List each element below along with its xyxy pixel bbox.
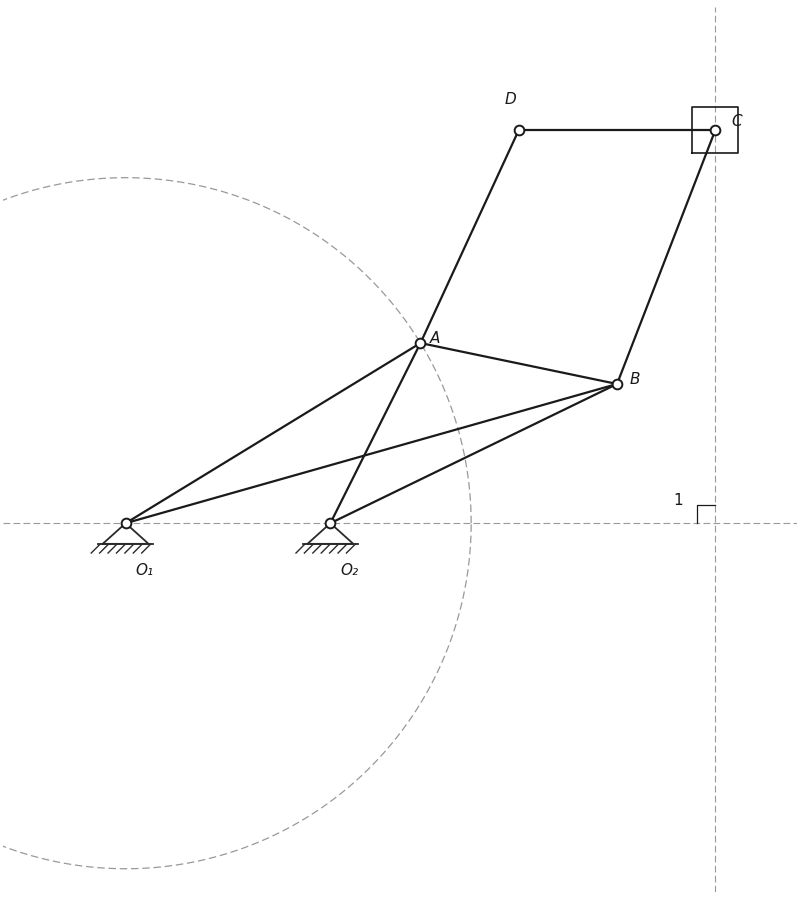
Text: O₁: O₁ [135, 563, 154, 577]
Text: D: D [505, 93, 517, 107]
Text: 1: 1 [674, 493, 683, 508]
Text: A: A [430, 332, 441, 346]
Text: O₂: O₂ [340, 563, 358, 577]
Text: C: C [732, 114, 742, 129]
Text: B: B [630, 372, 640, 387]
